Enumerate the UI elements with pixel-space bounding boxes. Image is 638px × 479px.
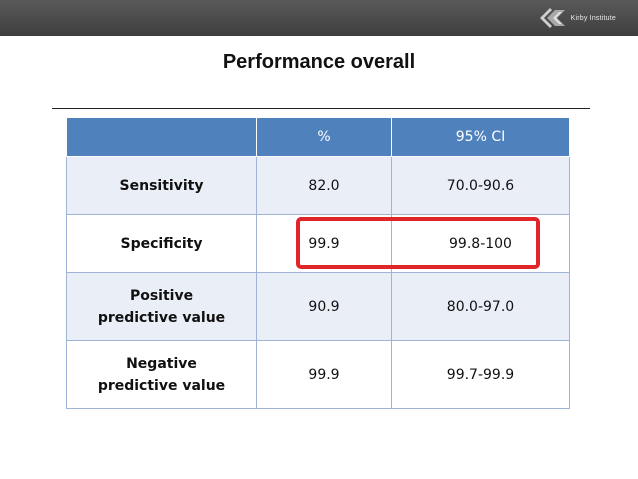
header-cell-label <box>66 118 257 157</box>
ci-cell: 99.7-99.9 <box>391 340 570 409</box>
slide-title: Performance overall <box>222 51 416 73</box>
table-row: Positive predictive value 90.9 80.0-97.0 <box>66 272 570 341</box>
header-cell-percent: % <box>256 118 392 157</box>
header-cell-ci: 95% CI <box>391 118 570 157</box>
percent-cell: 99.9 <box>256 214 392 273</box>
table-row: Negative predictive value 99.9 99.7-99.9 <box>66 340 570 409</box>
row-label: Negative predictive value <box>66 340 257 409</box>
title-divider <box>52 108 590 109</box>
performance-table: % 95% CI Sensitivity 82.0 70.0-90.6 Spec… <box>66 118 570 409</box>
row-label: Specificity <box>66 214 257 273</box>
kirby-institute-logo: Kirby Institute <box>538 6 616 30</box>
percent-cell: 99.9 <box>256 340 392 409</box>
percent-cell: 90.9 <box>256 272 392 341</box>
logo-text: Kirby Institute <box>570 14 616 22</box>
ci-cell: 99.8-100 <box>391 214 570 273</box>
kirby-logo-icon <box>539 8 565 28</box>
row-label: Positive predictive value <box>66 272 257 341</box>
row-label: Sensitivity <box>66 156 257 215</box>
percent-cell: 82.0 <box>256 156 392 215</box>
table-header-row: % 95% CI <box>66 118 570 157</box>
ci-cell: 70.0-90.6 <box>391 156 570 215</box>
table-row: Sensitivity 82.0 70.0-90.6 <box>66 156 570 215</box>
top-bar: Kirby Institute <box>0 0 638 36</box>
table-row: Specificity 99.9 99.8-100 <box>66 214 570 273</box>
specificity-highlight-box <box>296 217 540 269</box>
ci-cell: 80.0-97.0 <box>391 272 570 341</box>
